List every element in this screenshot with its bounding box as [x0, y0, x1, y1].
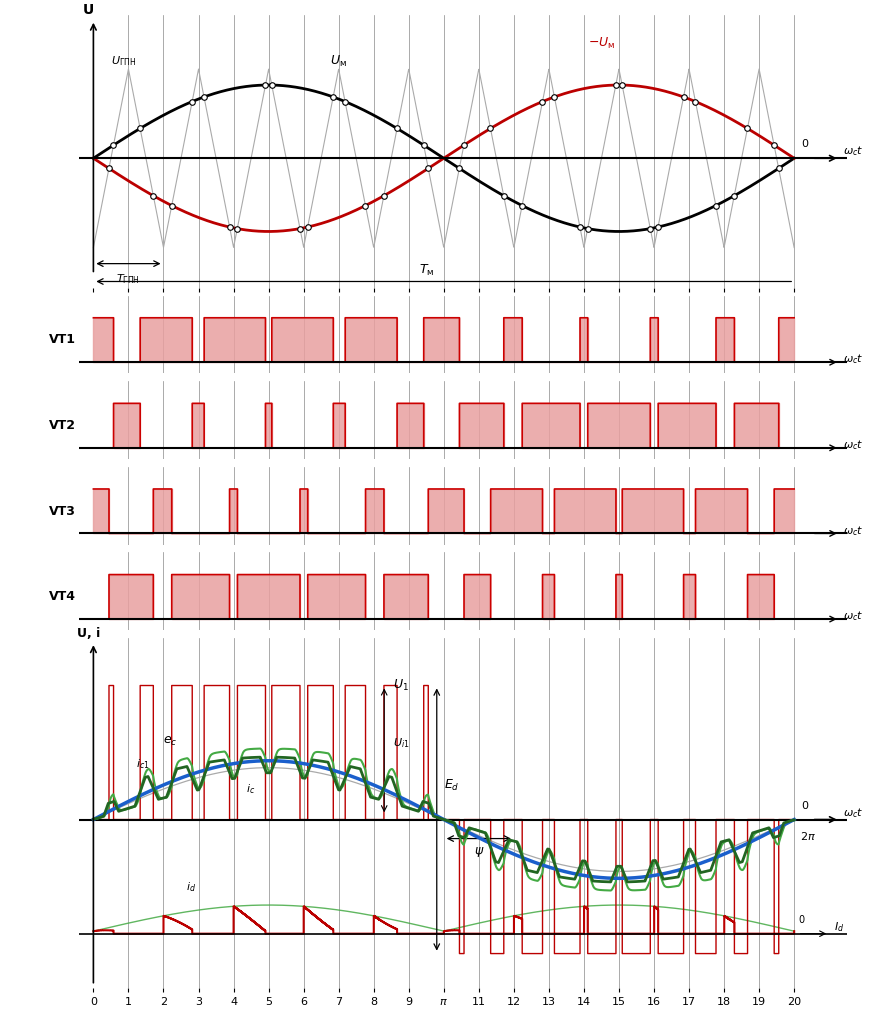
Text: 0: 0 [801, 801, 808, 811]
Text: 0: 0 [798, 915, 804, 925]
Text: $2\pi$: $2\pi$ [786, 294, 802, 306]
Text: $U_{\rm \Gamma\Pi H}$: $U_{\rm \Gamma\Pi H}$ [111, 54, 136, 69]
Text: $i_{c1}$: $i_{c1}$ [136, 758, 149, 771]
Text: $\psi$: $\psi$ [474, 845, 484, 859]
Text: $\omega_c t$: $\omega_c t$ [843, 352, 863, 367]
Text: $U_{i1}$: $U_{i1}$ [393, 736, 409, 751]
Text: $I_d$: $I_d$ [834, 920, 845, 934]
Text: $2\pi$: $2\pi$ [800, 829, 816, 842]
Text: $T_{\rm \Gamma\Pi H}$: $T_{\rm \Gamma\Pi H}$ [116, 272, 140, 287]
Text: $i_d$: $i_d$ [186, 881, 197, 894]
Text: VT3: VT3 [49, 505, 76, 518]
Text: VT2: VT2 [49, 419, 76, 432]
Text: U: U [83, 3, 93, 17]
Text: $-U_{\rm м}$: $-U_{\rm м}$ [587, 36, 615, 51]
Text: $U_{\rm м}$: $U_{\rm м}$ [330, 53, 348, 69]
Text: $\omega_c t$: $\omega_c t$ [843, 609, 863, 624]
Text: $E_d$: $E_d$ [444, 777, 460, 793]
Text: $T_{\rm м}$: $T_{\rm м}$ [419, 263, 434, 278]
Text: $\omega_c t$: $\omega_c t$ [843, 144, 863, 158]
Text: $\pi$: $\pi$ [439, 294, 449, 307]
Text: VT1: VT1 [49, 334, 76, 346]
Text: $e_c$: $e_c$ [163, 734, 177, 748]
Text: $U_1$: $U_1$ [393, 678, 409, 693]
Text: U, i: U, i [77, 627, 100, 640]
Text: $\omega_c t$: $\omega_c t$ [843, 438, 863, 452]
Text: $i_c$: $i_c$ [246, 782, 256, 796]
Text: $\omega_c t$: $\omega_c t$ [843, 806, 863, 819]
Text: $\omega_c t$: $\omega_c t$ [843, 524, 863, 538]
Text: VT4: VT4 [49, 590, 76, 603]
Text: 0: 0 [801, 139, 808, 150]
